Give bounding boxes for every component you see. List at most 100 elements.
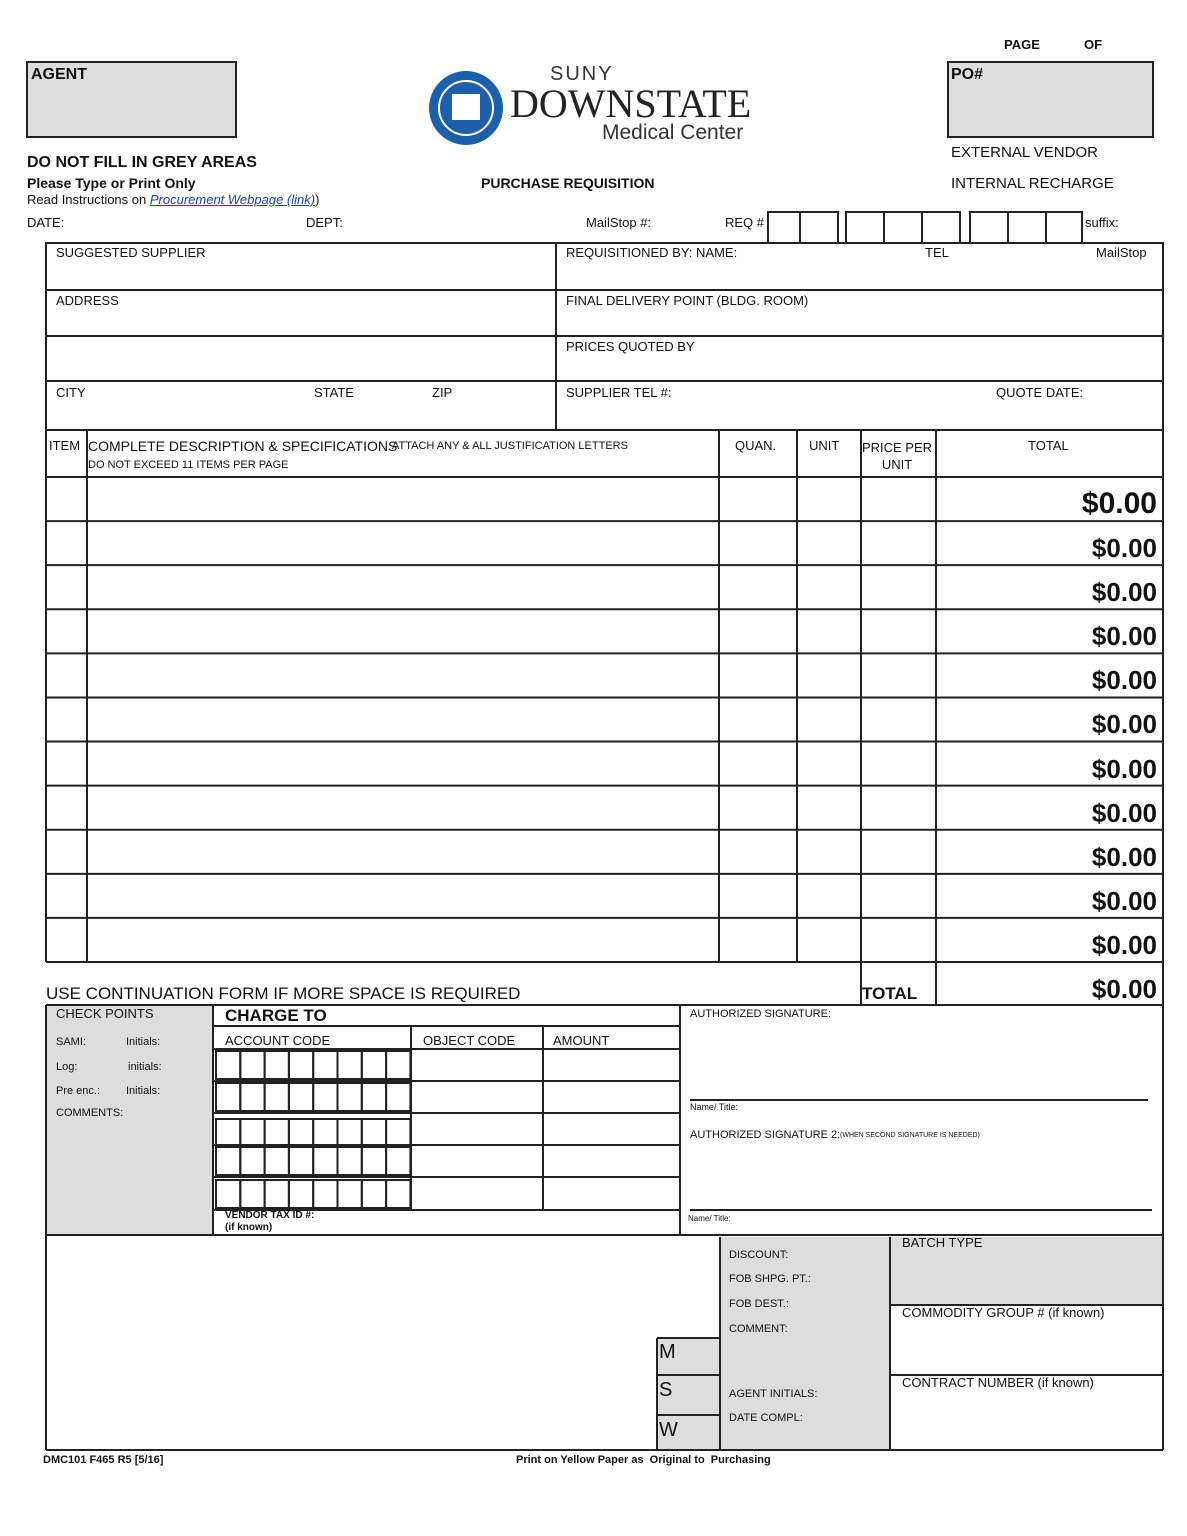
print-note: Print on Yellow Paper as Original to Pur… [516,1454,771,1466]
mailstop-label: MailStop #: [586,215,652,230]
description-header: COMPLETE DESCRIPTION & SPECIFICATIONS [88,438,398,454]
agent-box [26,61,237,138]
s-box: S [659,1379,673,1401]
row-total: $0.00 [1091,841,1157,872]
cell-box [921,211,961,244]
cell-box [312,1118,339,1148]
comments-label: COMMENTS: [56,1107,124,1119]
cell-box [239,1146,266,1176]
logo-building [452,94,480,120]
pre-enc-label: Pre enc.: [56,1085,101,1097]
cell-box [263,1179,290,1209]
row-total: $0.00 [1091,929,1157,960]
batch-type: BATCH TYPE [902,1235,983,1250]
log-initials: initials: [128,1061,162,1073]
check-grey [46,1005,213,1235]
cell-box [360,1146,388,1176]
cell-box [263,1118,290,1148]
cell-box [312,1146,339,1176]
commodity-group: COMMODITY GROUP # (if known) [902,1305,1105,1320]
msw-grey [657,1338,720,1450]
address-label: ADDRESS [56,293,119,308]
cell-box [215,1050,242,1080]
po-label: PO# [951,66,984,83]
cell-box [312,1179,339,1209]
cell-box [883,211,923,244]
logo-downstate: DOWNSTATE [510,81,752,126]
cell-box [336,1050,363,1080]
procurement-link[interactable]: Procurement Webpage (link) [149,192,316,207]
row-total: $0.00 [1091,709,1157,740]
instructions-suffix: ) [315,192,320,207]
object-header: OBJECT CODE [423,1033,516,1048]
state-label: STATE [314,385,354,400]
office-grey [720,1237,890,1450]
tel-label: TEL [925,245,949,260]
cell-box [263,1050,290,1080]
suffix-label: suffix: [1085,215,1119,230]
charge-title: CHARGE TO [225,1006,327,1025]
warning: DO NOT FILL IN GREY AREAS [27,154,257,171]
logo-suny: SUNY [550,63,614,85]
cell-box [215,1082,242,1112]
fob-dest: FOB DEST.: [729,1298,789,1310]
cell-box [385,1146,412,1176]
logo-ring [438,80,494,136]
delivery-label: FINAL DELIVERY POINT (BLDG. ROOM) [566,293,809,308]
agent-label: AGENT [31,66,87,83]
date-label: DATE: [27,215,65,230]
batch-grey [890,1237,1163,1305]
internal-recharge: INTERNAL RECHARGE [951,175,1114,192]
contract-number: CONTRACT NUMBER (if known) [902,1375,1094,1390]
cell-box [215,1179,242,1209]
cell-box [239,1050,266,1080]
page-label: PAGE [1004,37,1040,52]
unit-header: UNIT [809,438,840,453]
row-total: $0.00 [1091,621,1157,652]
auth-sig: AUTHORIZED SIGNATURE: [690,1008,831,1020]
logo-medical: Medical Center [602,121,744,144]
cell-box [287,1082,315,1112]
cell-box [767,211,801,244]
auth-sig-2: AUTHORIZED SIGNATURE 2: [690,1129,841,1141]
total-label: TOTAL [862,984,918,1003]
amount-header: AMOUNT [553,1033,610,1048]
if-known: (if known) [225,1222,273,1233]
pre-enc-initials: Initials: [126,1085,161,1097]
supplier-label: SUGGESTED SUPPLIER [56,245,206,260]
cell-box [799,211,839,244]
date-compl: DATE COMPL: [729,1412,803,1424]
quan-header: QUAN. [735,438,777,453]
form-title: PURCHASE REQUISITION [481,175,655,191]
cell-box [969,211,1009,244]
cell-box [360,1179,388,1209]
city-label: CITY [56,385,86,400]
log-label: Log: [56,1061,78,1073]
cell-box [215,1118,242,1148]
quoted-label: PRICES QUOTED BY [566,339,695,354]
cell-box [385,1118,412,1148]
dept-label: DEPT: [306,215,343,230]
cell-box [287,1050,315,1080]
req-label: REQ # [725,215,765,230]
attach-note: ATTACH ANY & ALL JUSTIFICATION LETTERS [392,440,628,452]
row-total: $0.00 [1091,885,1157,916]
price-header: PRICE PER UNIT [861,440,933,472]
discount: DISCOUNT: [729,1249,789,1261]
type-print: Please Type or Print Only [27,175,196,191]
grand-total: $0.00 [1091,974,1157,1004]
row-total: $0.00 [1091,753,1157,784]
cell-box [360,1082,388,1112]
cell-box [336,1146,363,1176]
cell-box [360,1050,388,1080]
supplier-tel-label: SUPPLIER TEL #: [566,385,672,400]
sami-initials: Initials: [126,1036,161,1048]
agent-initials: AGENT INITIALS: [729,1388,818,1400]
cell-box [312,1082,339,1112]
cell-box [287,1146,315,1176]
cell-box [215,1146,242,1176]
w-box: W [659,1419,678,1441]
name-title-2: Name/ Title: [688,1214,731,1223]
m-box: M [659,1341,676,1363]
